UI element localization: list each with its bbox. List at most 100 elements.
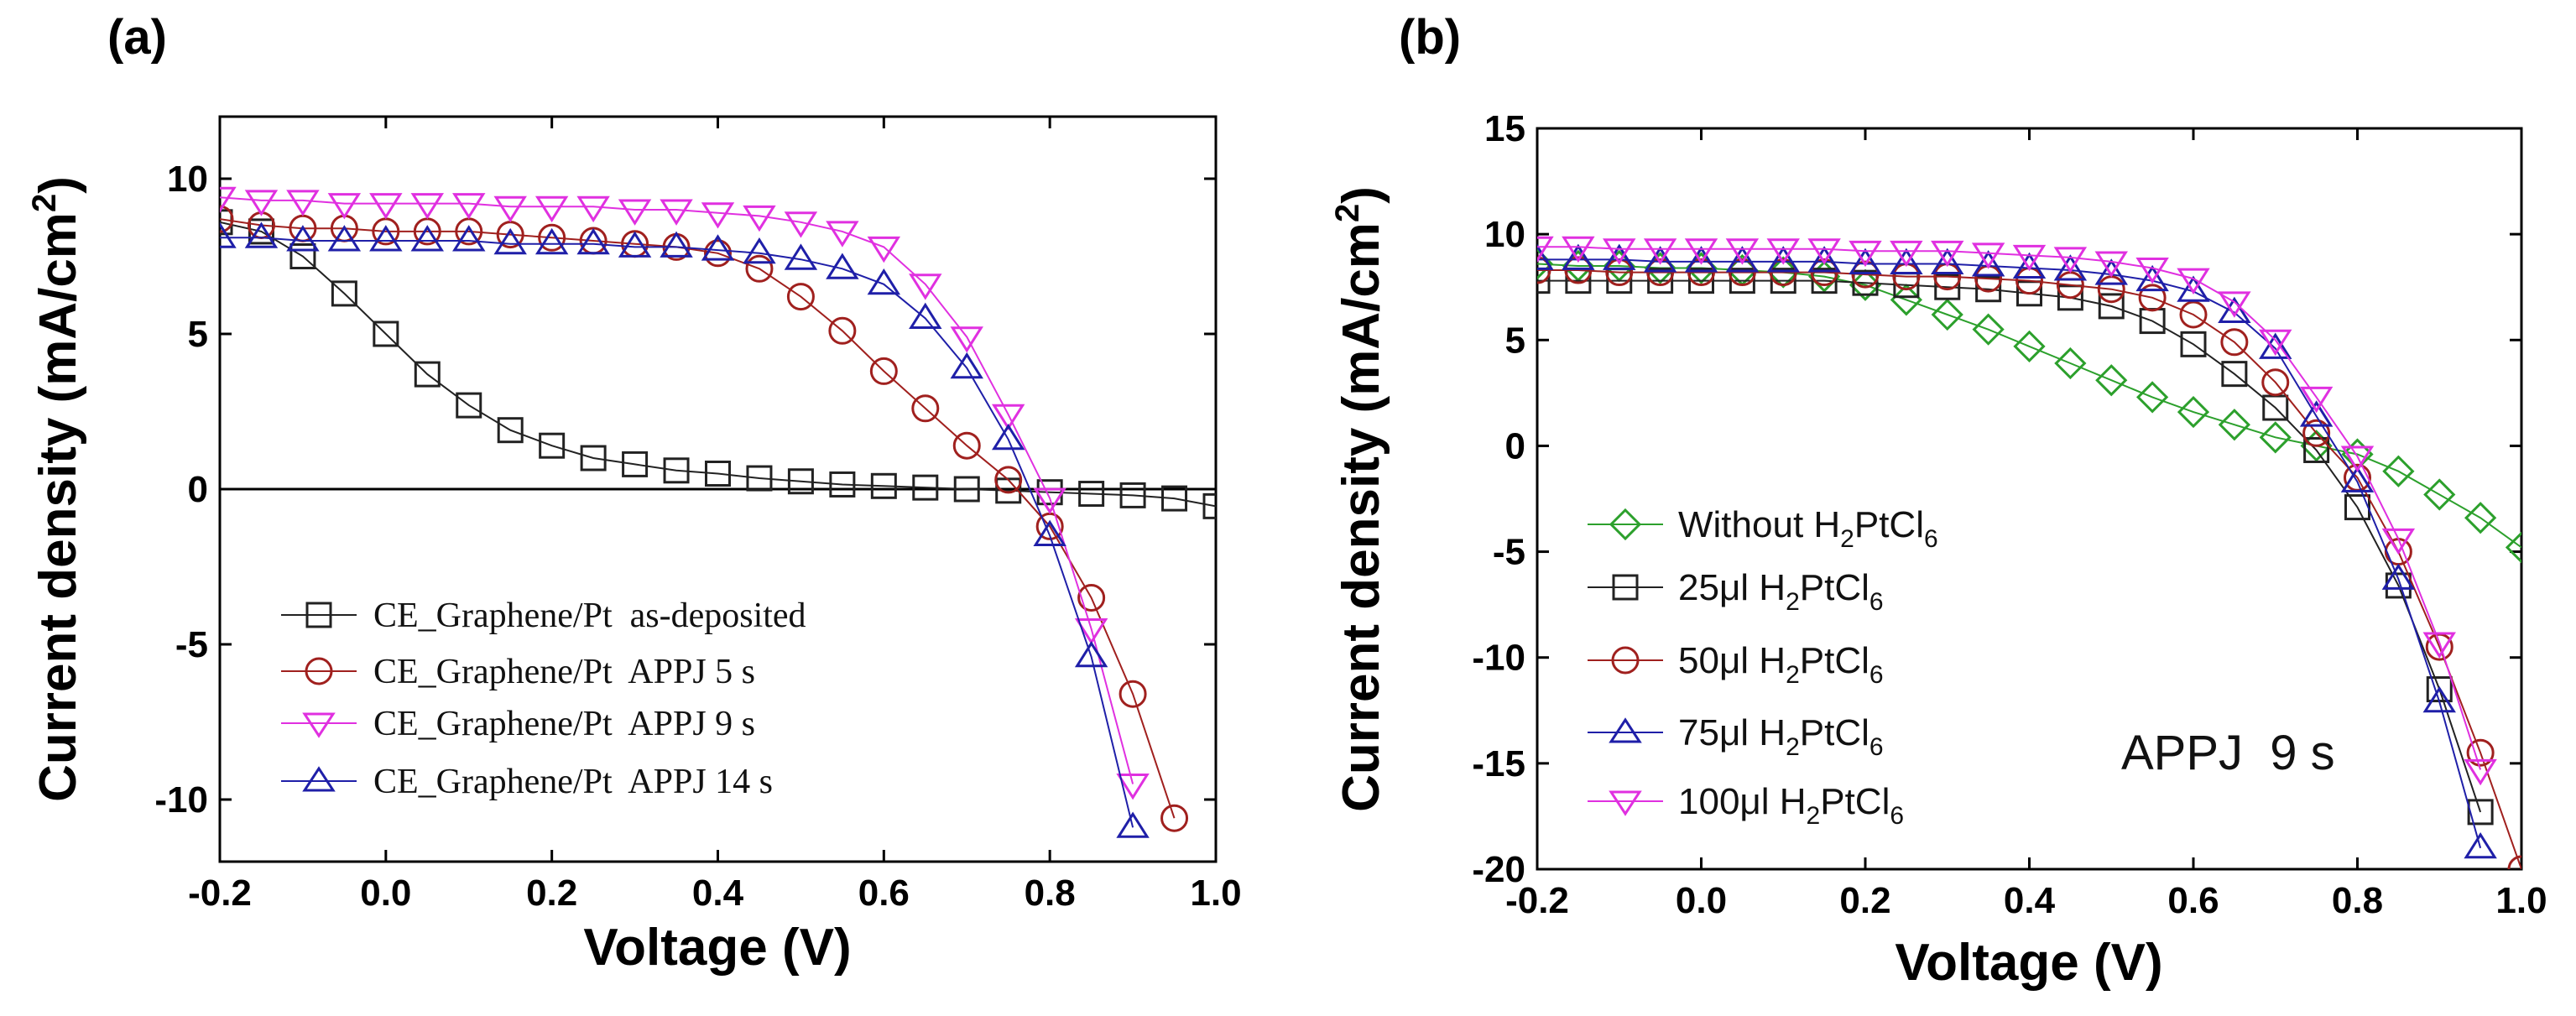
panel-b-data-point: [1851, 260, 1880, 289]
panel-b-data-point: [1537, 256, 1551, 284]
panel-a-y-axis-title: Current density (mA/cm2): [26, 176, 87, 802]
panel-a-data-point: [1116, 774, 1150, 800]
panel-a-x-tick-label: -0.2: [188, 873, 252, 914]
panel-b-data-point: [2016, 280, 2042, 307]
legend-item-100ul: 100μl H2PtCl6: [1588, 781, 1904, 830]
panel-a-data-point: [950, 326, 983, 353]
panel-a-data-point: [746, 465, 773, 492]
panel-a-data-point: [534, 195, 569, 223]
panel-b-tag: (b): [1399, 10, 1461, 65]
panel-a-data-point: [1116, 811, 1150, 838]
legend-square-marker: [1612, 574, 1639, 601]
panel-b-data-point: [1603, 243, 1636, 270]
panel-a-data-point: [911, 394, 940, 423]
panel-a-y-tick-label: 0: [188, 469, 208, 510]
panel-a-data-point: [538, 223, 566, 252]
panel-a-data-point: [1033, 519, 1066, 546]
panel-a-data-point: [373, 320, 399, 347]
panel-b-data-point: [2177, 268, 2210, 294]
panel-a-series-0: [220, 209, 1216, 519]
panel-b-data-point: [2012, 244, 2047, 272]
panel-b-data-point: [1647, 268, 1674, 294]
panel-a-data-point: [220, 221, 237, 248]
panel-a-series-2: [220, 186, 1150, 800]
panel-b-y-tick-label: -15: [1472, 743, 1525, 784]
panel-a-data-point: [787, 468, 814, 495]
legend-triangle-down-marker: [1609, 790, 1642, 816]
panel-a-series: [220, 186, 1216, 838]
panel-a-tag: (a): [107, 10, 167, 65]
panel-b-data-point: [1890, 247, 1923, 274]
panel-a-data-point: [410, 225, 445, 252]
panel-b-data-point: [1769, 258, 1797, 287]
panel-a-data-point: [493, 195, 527, 223]
panel-b-data-point: [1537, 243, 1554, 270]
panel-b-data-point: [2381, 528, 2416, 555]
panel-b-series-1: [1537, 268, 2494, 826]
panel-a-x-tick-label: 0.0: [360, 873, 411, 914]
panel-b-y-tick-label: -20: [1472, 849, 1525, 890]
panel-a-data-point: [369, 193, 403, 220]
panel-b-data-point: [2135, 258, 2169, 284]
panel-a-data-point: [1077, 584, 1106, 612]
panel-b-data-point: [1770, 268, 1796, 294]
panel-a-x-tick-label: 0.6: [858, 873, 910, 914]
panel-a-data-point: [539, 432, 566, 459]
panel-a-data-point: [701, 234, 735, 261]
legend-circle-marker: [1611, 646, 1640, 675]
panel-a-data-point: [909, 274, 942, 300]
panel-b-data-point: [1849, 247, 1882, 274]
panel-b-data-point: [2423, 478, 2456, 511]
panel-a-series-line: [220, 218, 1176, 819]
panel-b-data-point: [1725, 238, 1760, 265]
panel-a-data-point: [1078, 481, 1105, 508]
panel-b-y-tick-label: 15: [1484, 108, 1525, 149]
legend-triangle-up-marker: [1609, 717, 1642, 743]
panel-b-data-point: [1975, 276, 2002, 303]
panel-b-data-point: [1931, 298, 1963, 331]
legend-triangle-up-marker: [302, 766, 336, 792]
panel-b-data-point: [1972, 313, 2005, 346]
panel-b-data-point: [2221, 361, 2248, 388]
panel-b-series-3: [1537, 243, 2497, 859]
legend-label-without: Without H2PtCl6: [1678, 504, 1938, 553]
panel-a-data-point: [497, 417, 524, 444]
panel-b-data-point: [1852, 269, 1879, 296]
panel-a-data-point: [452, 225, 486, 252]
panel-a-data-point: [331, 280, 357, 307]
panel-b-data-point: [2179, 300, 2208, 329]
panel-a-data-point: [327, 193, 362, 220]
panel-b-data-point: [1931, 247, 1964, 274]
panel-a-x-tick-label: 0.4: [692, 873, 744, 914]
panel-b-data-point: [2054, 346, 2087, 380]
panel-b-y-tick-label: 10: [1484, 214, 1525, 255]
legend-item-appj-14s: CE_Graphene/Pt APPJ 14 s: [281, 763, 773, 801]
panel-a-data-point: [576, 227, 610, 255]
panel-b-data-point: [1971, 242, 2005, 269]
panel-a-data-point: [909, 302, 942, 329]
panel-a-data-point: [580, 445, 607, 472]
panel-b-data-point: [1564, 256, 1593, 284]
panel-a-data-point: [1160, 804, 1189, 832]
panel-a-data-point: [663, 457, 690, 484]
panel-b-data-point: [2382, 455, 2415, 487]
panel-b-data-point: [1537, 268, 1551, 294]
panel-b-data-point: [2259, 329, 2292, 357]
panel-b-data-point: [2177, 395, 2210, 429]
legend-item-50ul: 50μl H2PtCl6: [1588, 640, 1884, 689]
panel-b-data-point: [2053, 254, 2088, 281]
panel-b-data-point: [2261, 368, 2290, 397]
panel-b-data-point: [2098, 293, 2125, 320]
legend-item-appj-5s: CE_Graphene/Pt APPJ 5 s: [281, 653, 755, 691]
panel-b-x-tick-label: -0.2: [1505, 880, 1569, 921]
panel-b-data-point: [2340, 445, 2375, 472]
panel-a-data-point: [870, 472, 897, 499]
panel-b-data-point: [2464, 502, 2497, 534]
panel-a-data-point: [745, 254, 774, 283]
panel-b-data-point: [1688, 268, 1714, 294]
panel-b-data-point: [2136, 381, 2169, 414]
panel-a-data-point: [784, 211, 818, 238]
legend-diamond-marker: [1609, 508, 1642, 541]
panel-b-data-point: [2299, 400, 2334, 427]
